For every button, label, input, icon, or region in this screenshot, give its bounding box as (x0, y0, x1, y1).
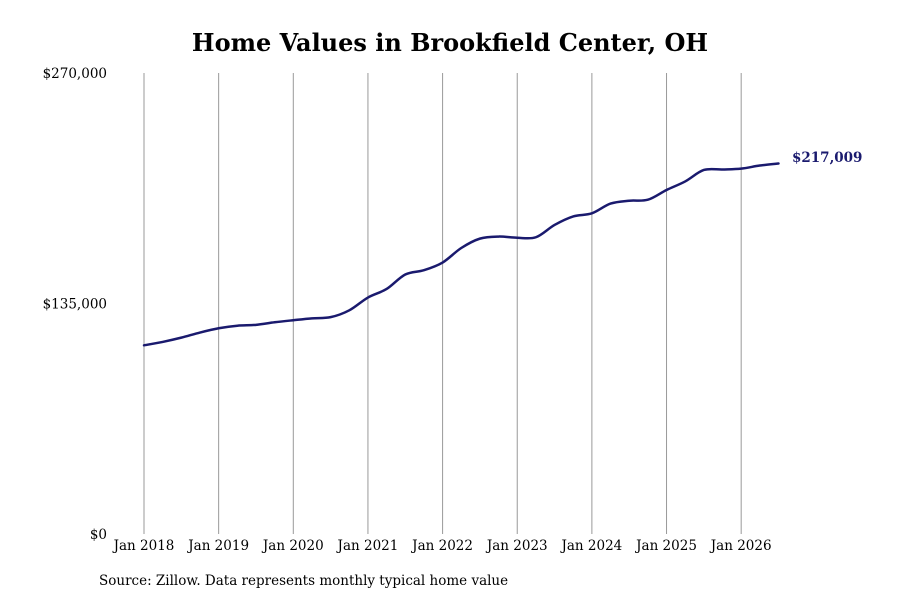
x-tick-label: Jan 2023 (485, 538, 548, 554)
y-axis-ticks: $0 $135,000 $270,000 (43, 66, 107, 543)
series-line (142, 162, 780, 347)
x-axis-ticks: Jan 2018 Jan 2019 Jan 2020 Jan 2021 Jan 2022… (112, 538, 772, 554)
chart-title: Home Values in Brookfield Center, OH (191, 28, 709, 57)
x-tick-label: Jan 2026 (709, 538, 772, 554)
y-tick-label: $0 (90, 527, 107, 543)
x-tick-label: Jan 2019 (186, 538, 249, 554)
x-tick-label: Jan 2022 (410, 538, 473, 554)
source-note: Source: Zillow. Data represents monthly … (99, 573, 509, 589)
x-tick-label: Jan 2020 (261, 538, 324, 554)
x-tick-label: Jan 2021 (336, 538, 399, 554)
y-tick-label: $135,000 (43, 297, 107, 313)
gridlines (143, 73, 742, 534)
x-tick-label: Jan 2024 (559, 538, 622, 554)
y-tick-label: $270,000 (43, 66, 107, 82)
x-tick-label: Jan 2025 (634, 538, 697, 554)
series-layer: $217,009 (142, 150, 862, 347)
end-value-label: $217,009 (792, 150, 862, 166)
x-tick-label: Jan 2018 (112, 538, 175, 554)
